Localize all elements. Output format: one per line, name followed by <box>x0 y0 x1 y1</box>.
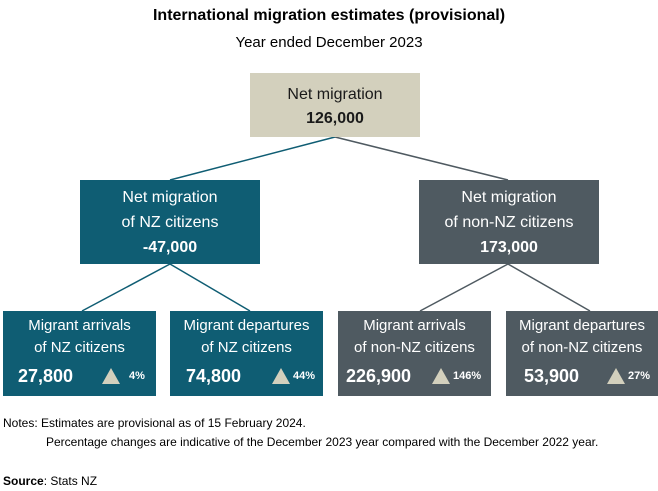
diagram-subtitle: Year ended December 2023 <box>235 34 423 51</box>
net-migration-box: Net migration 126,000 <box>250 73 420 137</box>
non-nz-departures-label-line1: Migrant departures <box>519 317 645 334</box>
connector-nz-to-arrivals <box>81 263 171 312</box>
nz-departures-label-line1: Migrant departures <box>183 317 310 334</box>
nz-arrivals-label-line2: of NZ citizens <box>34 339 125 356</box>
source-label: Source <box>3 474 44 488</box>
nz-departures-change: 44% <box>293 370 316 382</box>
diagram-title: International migration estimates (provi… <box>152 7 506 24</box>
nz-departures-box: Migrant departures of NZ citizens 74,800… <box>170 311 323 396</box>
non-nz-arrivals-value: 226,900 <box>346 366 412 386</box>
nz-net-value: -47,000 <box>142 239 198 256</box>
connector-non-nz-to-departures <box>507 263 591 312</box>
connector-non-nz-to-arrivals <box>419 263 509 312</box>
nz-net-migration-box: Net migration of NZ citizens -47,000 <box>80 180 260 264</box>
notes-line2: Percentage changes are indicative of the… <box>46 435 599 449</box>
nz-arrivals-label-line1: Migrant arrivals <box>28 317 131 334</box>
non-nz-arrivals-box: Migrant arrivals of non-NZ citizens 226,… <box>338 311 491 396</box>
non-nz-departures-value: 53,900 <box>524 366 580 386</box>
non-nz-net-value: 173,000 <box>480 239 538 256</box>
notes-line1: Notes: Estimates are provisional as of 1… <box>3 416 306 430</box>
non-nz-arrivals-label-line2: of non-NZ citizens <box>354 339 475 356</box>
non-nz-net-migration-box: Net migration of non-NZ citizens 173,000 <box>419 180 599 264</box>
non-nz-departures-box: Migrant departures of non-NZ citizens 53… <box>506 311 658 396</box>
non-nz-net-label-line1: Net migration <box>461 189 557 206</box>
increase-triangle-icon <box>102 368 120 384</box>
increase-triangle-icon <box>607 368 625 384</box>
connector-nz-to-departures <box>169 263 251 312</box>
connector-top-to-nz <box>169 136 336 181</box>
source-text: : Stats NZ <box>43 474 98 488</box>
non-nz-arrivals-change: 146% <box>453 370 482 382</box>
connector-top-to-non-nz <box>334 136 509 181</box>
nz-net-label-line1: Net migration <box>122 189 218 206</box>
non-nz-departures-change: 27% <box>628 370 651 382</box>
nz-net-label-line2: of NZ citizens <box>121 214 219 231</box>
nz-departures-value: 74,800 <box>186 366 242 386</box>
nz-arrivals-value: 27,800 <box>18 366 74 386</box>
nz-departures-label-line2: of NZ citizens <box>201 339 292 356</box>
non-nz-net-label-line2: of non-NZ citizens <box>444 214 574 231</box>
non-nz-arrivals-label-line1: Migrant arrivals <box>363 317 466 334</box>
increase-triangle-icon <box>272 368 290 384</box>
net-migration-label: Net migration <box>287 86 383 103</box>
nz-arrivals-box: Migrant arrivals of NZ citizens 27,800 4… <box>3 311 156 396</box>
increase-triangle-icon <box>432 368 450 384</box>
source-line: Source: Stats NZ <box>3 474 97 488</box>
net-migration-value: 126,000 <box>306 110 364 127</box>
nz-arrivals-change: 4% <box>129 370 145 382</box>
non-nz-departures-label-line2: of non-NZ citizens <box>521 339 643 356</box>
